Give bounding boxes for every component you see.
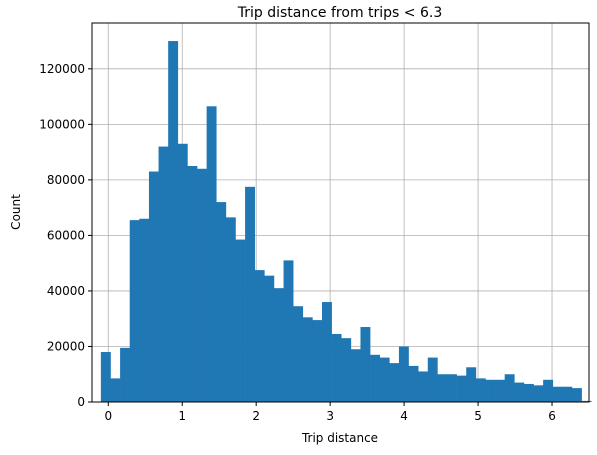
x-tick-label: 1 <box>178 409 186 423</box>
histogram-bar <box>129 220 140 402</box>
chart-title: Trip distance from trips < 6.3 <box>237 5 443 21</box>
histogram-bar <box>495 379 505 402</box>
histogram-bar <box>447 374 457 402</box>
x-tick-label: 3 <box>326 409 334 423</box>
y-axis-label: Count <box>9 194 23 230</box>
histogram-bar <box>206 106 217 403</box>
histogram-bar <box>312 320 323 402</box>
histogram-bar <box>485 379 496 402</box>
histogram-bar <box>254 270 265 402</box>
histogram-bar <box>110 378 121 402</box>
histogram-bar <box>571 388 582 402</box>
histogram-bar <box>302 317 313 402</box>
y-tick-label: 60000 <box>47 228 85 242</box>
histogram-bar <box>398 346 409 402</box>
x-tick-label: 5 <box>474 409 482 423</box>
histogram-bar <box>350 349 361 402</box>
histogram-bar <box>264 275 275 402</box>
histogram-bar <box>379 357 390 402</box>
histogram-bar <box>475 378 486 402</box>
y-tick-label: 0 <box>77 395 85 409</box>
x-axis: 0 1 2 3 4 5 6 <box>104 402 556 423</box>
y-tick-label: 120000 <box>39 62 85 76</box>
histogram-bar <box>197 168 207 402</box>
histogram-bar <box>533 385 544 402</box>
histogram-bar <box>514 382 525 402</box>
histogram-bar <box>293 306 304 402</box>
histogram-bar <box>360 327 371 402</box>
histogram-bar <box>504 374 515 402</box>
histogram-bar <box>322 302 332 402</box>
x-tick-label: 2 <box>252 409 260 423</box>
histogram-bar <box>331 333 342 402</box>
bars <box>100 41 592 403</box>
histogram-bar <box>273 288 284 402</box>
histogram-bar <box>177 143 188 402</box>
histogram-bar <box>158 146 169 402</box>
y-axis: 0 20000 40000 60000 80000 100000 120000 <box>39 62 92 409</box>
x-tick-label: 0 <box>104 409 112 423</box>
histogram-bar <box>389 363 400 402</box>
histogram-bar <box>283 260 294 402</box>
histogram-bar <box>543 379 554 402</box>
x-tick-label: 6 <box>548 409 556 423</box>
histogram-bar <box>168 41 179 403</box>
histogram-bar <box>225 217 236 402</box>
x-tick-label: 4 <box>400 409 408 423</box>
histogram-bar <box>427 357 438 402</box>
histogram-bar <box>148 171 159 402</box>
x-axis-label: Trip distance <box>301 431 378 445</box>
histogram-bar <box>581 400 592 402</box>
histogram-bar <box>552 386 563 402</box>
histogram-bar <box>235 239 246 402</box>
histogram-bar <box>418 371 429 402</box>
plot-area-frame <box>91 22 590 403</box>
y-tick-label: 20000 <box>47 339 85 353</box>
histogram-bar <box>216 202 227 402</box>
y-tick-label: 40000 <box>47 284 85 298</box>
histogram-bar <box>408 365 419 402</box>
histogram-bar <box>523 383 534 402</box>
histogram-bar <box>100 352 111 402</box>
histogram-bar <box>139 218 150 402</box>
histogram-bar <box>245 186 256 402</box>
histogram-bar <box>120 347 131 402</box>
histogram-bar <box>370 354 380 402</box>
histogram-bar <box>187 165 198 402</box>
histogram-bar <box>341 338 352 402</box>
histogram-bar <box>466 367 477 402</box>
histogram-bar <box>437 374 448 402</box>
histogram-bar <box>562 386 573 402</box>
y-tick-label: 100000 <box>39 117 85 131</box>
histogram-bar <box>456 375 467 402</box>
y-tick-label: 80000 <box>47 173 85 187</box>
